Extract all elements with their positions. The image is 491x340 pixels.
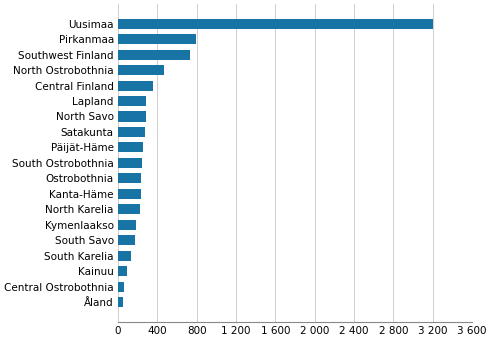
Bar: [118, 65, 164, 75]
Bar: [118, 127, 145, 137]
Bar: [118, 297, 123, 307]
Bar: [118, 34, 196, 44]
Bar: [118, 158, 142, 168]
Bar: [118, 251, 131, 261]
Bar: [118, 282, 124, 292]
Bar: [118, 173, 141, 183]
Bar: [118, 112, 145, 121]
Bar: [118, 189, 140, 199]
Bar: [118, 142, 142, 152]
Bar: [118, 235, 135, 245]
Bar: [118, 266, 127, 276]
Bar: [118, 50, 190, 59]
Bar: [118, 220, 136, 230]
Bar: [118, 19, 433, 29]
Bar: [118, 204, 139, 215]
Bar: [118, 96, 146, 106]
Bar: [118, 81, 153, 90]
